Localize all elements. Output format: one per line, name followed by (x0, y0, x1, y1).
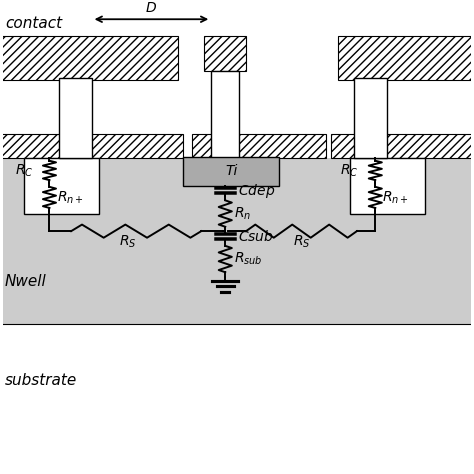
Bar (331, 134, 474, 157)
Text: Nwell: Nwell (5, 274, 46, 289)
Bar (349, 157, 425, 214)
Text: $R_C$: $R_C$ (15, 162, 33, 179)
Bar (0, 157, 474, 324)
Text: $R_{sub}$: $R_{sub}$ (234, 251, 262, 267)
Bar (183, 156, 279, 186)
Bar (0, 324, 474, 474)
Bar (354, 78, 387, 157)
Text: substrate: substrate (5, 373, 77, 388)
Bar (0, 36, 178, 80)
Text: $R_{n+}$: $R_{n+}$ (56, 189, 83, 206)
Text: $R_C$: $R_C$ (340, 162, 359, 179)
Bar (24, 157, 99, 214)
Bar (59, 78, 91, 157)
Bar (0, 134, 183, 157)
Text: $Csub$: $Csub$ (238, 229, 274, 244)
Text: Ti: Ti (225, 164, 237, 178)
Text: $R_{n+}$: $R_{n+}$ (383, 189, 409, 206)
Text: $R_S$: $R_S$ (293, 233, 310, 250)
Bar (192, 134, 326, 157)
Bar (211, 71, 239, 157)
Text: $R_S$: $R_S$ (119, 233, 137, 250)
Text: $D$: $D$ (146, 0, 157, 15)
Bar (204, 36, 246, 71)
Text: contact: contact (5, 17, 62, 31)
Text: $R_n$: $R_n$ (234, 205, 251, 222)
Text: $Cdep$: $Cdep$ (238, 182, 275, 200)
Bar (338, 36, 474, 80)
